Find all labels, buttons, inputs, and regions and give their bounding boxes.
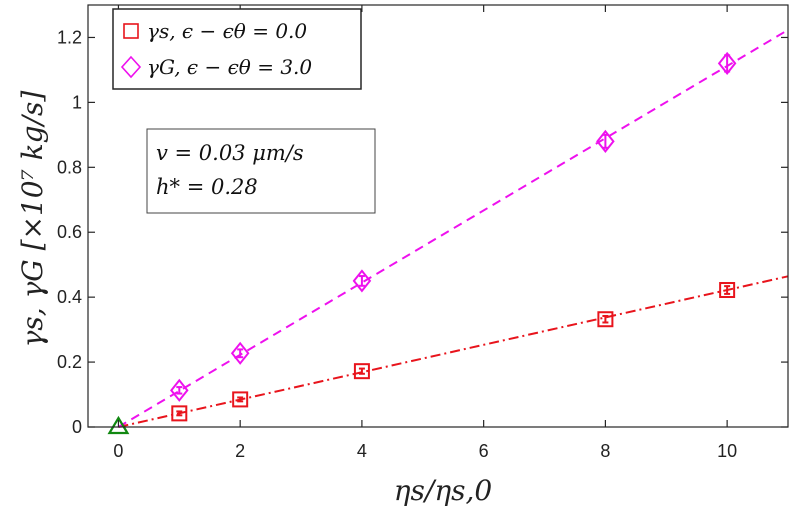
plot-frame bbox=[87, 4, 789, 428]
data-point-diamond bbox=[230, 341, 250, 365]
data-point-square bbox=[232, 391, 249, 408]
data-point-diamond bbox=[170, 378, 189, 402]
y-tick-label: 0.2 bbox=[57, 352, 82, 372]
data-point-square bbox=[171, 405, 188, 422]
y-tick-label: 1.2 bbox=[57, 27, 82, 47]
legend-entry-gamma-s: γs, ϵ − ϵθ = 0.0 bbox=[147, 19, 307, 43]
x-tick-label: 2 bbox=[235, 441, 245, 461]
y-tick-label: 0.8 bbox=[57, 157, 82, 177]
fit-lines bbox=[117, 29, 789, 428]
x-tick-label: 8 bbox=[600, 441, 610, 461]
parameter-box: v = 0.03 μm/s h* = 0.28 bbox=[146, 128, 376, 214]
legend-entry-gamma-g: γG, ϵ − ϵθ = 3.0 bbox=[147, 55, 312, 79]
y-axis-label: γs, γG [×10⁷ kg/s] bbox=[16, 91, 49, 348]
legend: γs, ϵ − ϵθ = 0.0 γG, ϵ − ϵθ = 3.0 bbox=[112, 8, 362, 90]
y-tick-label: 0.4 bbox=[57, 287, 82, 307]
legend-box bbox=[112, 8, 362, 90]
origin-triangle-marker bbox=[107, 415, 130, 435]
x-tick-label: 4 bbox=[357, 441, 367, 461]
h-star-label: h* = 0.28 bbox=[156, 175, 258, 199]
fit-line-γs bbox=[118, 275, 789, 428]
parameter-box-frame bbox=[146, 128, 376, 214]
axes: 0 2 4 6 8 10 0 0.2 0.4 0.6 0.8 1 1.2 bbox=[57, 5, 788, 461]
x-axis-label: ηs/ηs,0 bbox=[394, 474, 492, 507]
velocity-label: v = 0.03 μm/s bbox=[156, 141, 304, 165]
data-point-square bbox=[353, 363, 370, 380]
data-point-diamond bbox=[717, 51, 737, 76]
y-tick-label: 1 bbox=[72, 92, 82, 112]
data-point-square bbox=[719, 282, 736, 299]
legend-diamond-marker bbox=[120, 55, 142, 79]
legend-square-marker bbox=[123, 23, 139, 39]
data-marks bbox=[107, 51, 737, 435]
data-point-square bbox=[597, 311, 614, 328]
y-tick-label: 0.6 bbox=[57, 222, 82, 242]
x-tick-label: 10 bbox=[717, 441, 737, 461]
data-point-diamond bbox=[352, 269, 372, 293]
fit-line-γG bbox=[117, 29, 789, 428]
data-point-diamond bbox=[596, 129, 615, 153]
y-tick-label: 0 bbox=[72, 417, 82, 437]
x-tick-label: 0 bbox=[113, 441, 123, 461]
x-tick-label: 6 bbox=[479, 441, 489, 461]
